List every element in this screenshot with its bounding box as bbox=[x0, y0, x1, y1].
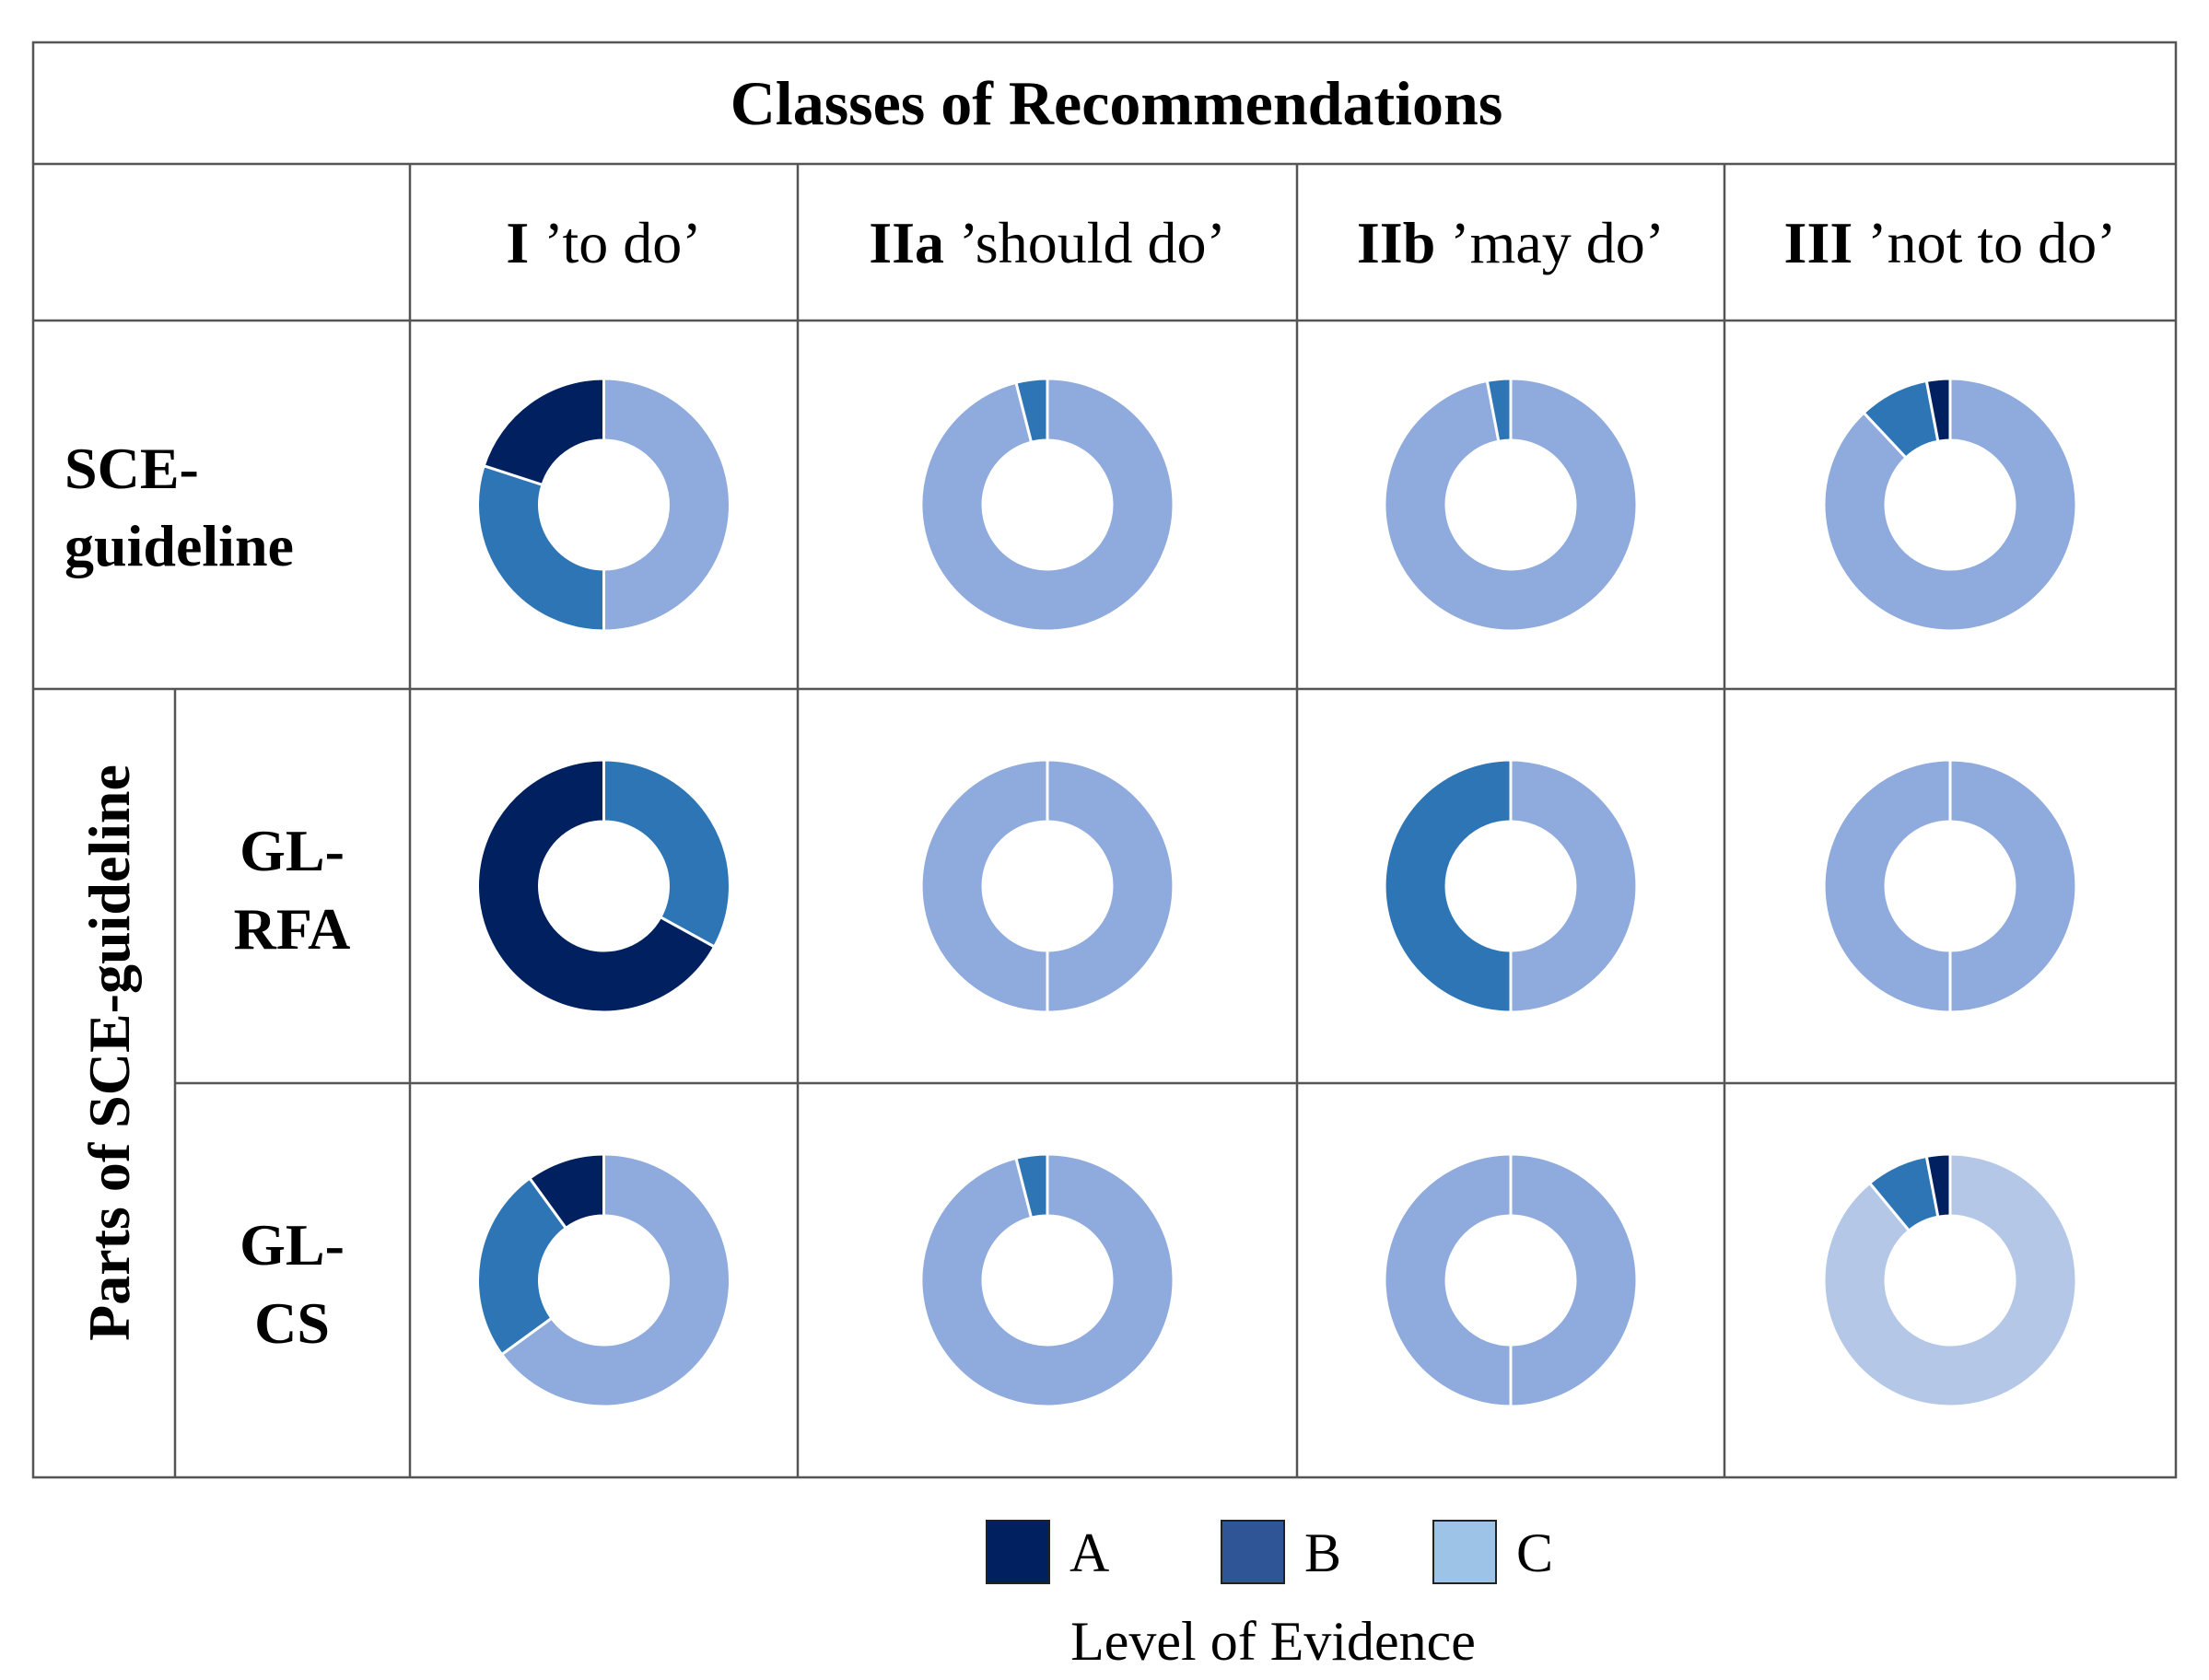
legend-label: B bbox=[1304, 1522, 1341, 1583]
row-header: GL- RFA bbox=[234, 818, 351, 962]
table-border bbox=[31, 41, 2178, 1479]
legend-item: C bbox=[1432, 1520, 1553, 1584]
legend-label: A bbox=[1069, 1522, 1109, 1583]
row-header-line: guideline bbox=[64, 513, 294, 578]
donut-slice-c bbox=[1822, 377, 2078, 633]
chart-title: Classes of Recommendations bbox=[730, 68, 1503, 138]
donut-slice-c bbox=[1383, 377, 1639, 633]
donut-chart bbox=[1383, 1152, 1639, 1408]
column-header-text: ’not to do’ bbox=[1853, 210, 2116, 275]
donut-chart bbox=[919, 1152, 1175, 1408]
row-header-line: GL- bbox=[240, 1212, 345, 1278]
donut-slice-b bbox=[1014, 1152, 1049, 1220]
donut-charts bbox=[476, 377, 2078, 1408]
legend-item: B bbox=[1221, 1520, 1341, 1584]
column-header: IIa ’should do’ bbox=[869, 210, 1226, 275]
donut-slice-c bbox=[919, 377, 1175, 633]
donut-chart bbox=[476, 758, 731, 1014]
donut-chart bbox=[476, 377, 731, 633]
donut-slice-a bbox=[482, 377, 605, 487]
legend-label: C bbox=[1516, 1522, 1553, 1583]
donut-chart bbox=[1822, 758, 2078, 1014]
donut-slice-c bbox=[1822, 1152, 2078, 1408]
legend: A B C bbox=[986, 1520, 1553, 1584]
donut-slice-b bbox=[1485, 377, 1513, 443]
column-header-class: IIa bbox=[869, 210, 944, 275]
column-header-class: IIb bbox=[1357, 210, 1435, 275]
row-header-line: CS bbox=[254, 1290, 330, 1356]
column-header-text: ’may do’ bbox=[1435, 210, 1665, 275]
donut-slice-c bbox=[919, 758, 1175, 1014]
row-header-line: GL- bbox=[240, 818, 345, 883]
donut-chart bbox=[476, 1152, 731, 1408]
row-header: GL- CS bbox=[240, 1212, 345, 1356]
column-header: III ’not to do’ bbox=[1784, 210, 2117, 275]
donut-chart bbox=[919, 758, 1175, 1014]
donut-chart bbox=[1822, 377, 2078, 633]
row-headers: SCE-guideline GL- RFA GL- CS bbox=[64, 436, 350, 1356]
donut-slice-b bbox=[1383, 758, 1513, 1014]
donut-slice-a bbox=[527, 1152, 605, 1231]
donut-slice-b bbox=[602, 758, 731, 950]
column-headers: I ’to do’ IIa ’should do’ IIb ’may do’ III … bbox=[506, 210, 2116, 275]
donut-slice-a bbox=[476, 758, 717, 1014]
donut-slice-c bbox=[919, 1152, 1175, 1408]
legend-item: A bbox=[986, 1520, 1109, 1584]
legend-swatch-c bbox=[1432, 1520, 1497, 1584]
row-header-line: SCE- bbox=[64, 436, 199, 501]
donut-slice-b bbox=[476, 463, 605, 633]
column-header-class: I bbox=[506, 210, 529, 275]
donut-slice-b bbox=[1014, 377, 1049, 445]
donut-slice-c bbox=[1509, 758, 1639, 1014]
legend-swatch-b bbox=[1221, 1520, 1285, 1584]
column-header-class: III bbox=[1784, 210, 1853, 275]
donut-chart bbox=[1383, 758, 1639, 1014]
donut-slice-a bbox=[1924, 377, 1952, 443]
donut-chart bbox=[1822, 1152, 2078, 1408]
row-header: SCE-guideline bbox=[64, 436, 294, 578]
row-header-line: RFA bbox=[234, 896, 351, 962]
donut-chart bbox=[919, 377, 1175, 633]
group-label: Parts of SCE-guideline bbox=[76, 764, 142, 1341]
donut-slice-a bbox=[1924, 1152, 1952, 1219]
column-header: IIb ’may do’ bbox=[1357, 210, 1665, 275]
donut-slice-c bbox=[1822, 758, 2078, 1014]
donut-slice-c bbox=[1383, 1152, 1639, 1408]
table-grid bbox=[31, 41, 2178, 1479]
donut-slice-c bbox=[602, 377, 731, 633]
donut-slice-b bbox=[476, 1176, 568, 1357]
legend-title: Level of Evidence bbox=[1070, 1611, 1476, 1672]
donut-chart bbox=[1383, 377, 1639, 633]
column-header: I ’to do’ bbox=[506, 210, 701, 275]
column-header-text: ’should do’ bbox=[944, 210, 1226, 275]
column-header-text: ’to do’ bbox=[529, 210, 701, 275]
legend-swatch-a bbox=[986, 1520, 1050, 1584]
donut-slice-c bbox=[499, 1152, 731, 1408]
